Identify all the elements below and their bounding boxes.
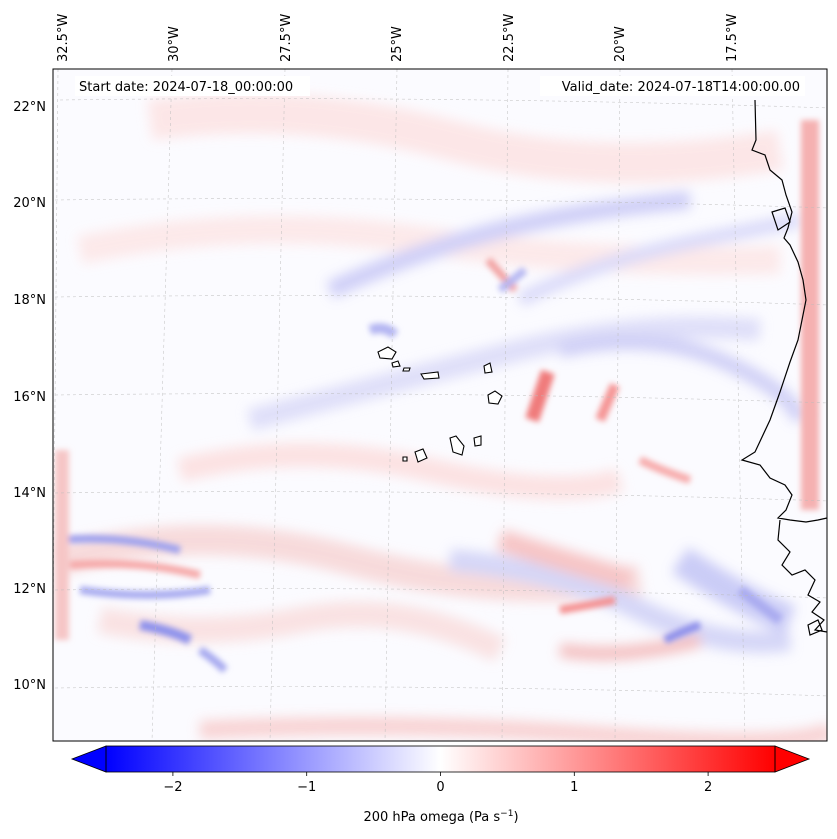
lon-label: 25°W [390,26,405,62]
lat-label: 20°N [13,196,46,211]
colorbar-gradient [106,746,775,772]
colorbar-tick-label: 0 [436,780,444,795]
colorbar-extend-max [774,745,811,773]
longitude-labels: 32.5°W 30°W 27.5°W 25°W 22.5°W 20°W 17.5… [56,14,740,62]
colorbar-label: 200 hPa omega (Pa s−1) [363,809,518,825]
map-frame [52,68,828,742]
colorbar-ticks: −2 −1 0 1 2 [163,772,712,795]
islands [377,346,503,463]
lat-label: 12°N [13,582,46,597]
lon-label: 22.5°W [502,14,517,62]
colorbar-tick-label: 2 [704,780,712,795]
colorbar-tick-label: 1 [570,780,578,795]
coastline [740,99,828,636]
lon-label: 32.5°W [56,14,71,62]
valid-date-bg [540,76,805,96]
lon-label: 27.5°W [279,14,294,62]
colorbar: −2 −1 0 1 2 200 hPa omega (Pa s−1) [70,745,811,825]
colorbar-tick-label: −1 [297,780,316,795]
omega-field [53,69,827,741]
lat-label: 10°N [13,678,46,693]
colorbar-tick-label: −2 [163,780,182,795]
start-date-bg [75,76,310,96]
lon-label: 20°W [613,26,628,62]
lat-label: 22°N [13,100,46,115]
graticule [53,69,827,741]
lon-label: 30°W [167,26,182,62]
lon-label: 17.5°W [725,14,740,62]
lat-label: 16°N [13,390,46,405]
valid-date-label: Valid_date: 2024-07-18T14:00:00.00 [562,80,800,95]
colorbar-extend-min [70,745,107,773]
latitude-labels: 22°N 20°N 18°N 16°N 14°N 12°N 10°N [13,100,46,693]
lat-label: 18°N [13,293,46,308]
start-date-label: Start date: 2024-07-18_00:00:00 [79,80,293,95]
lat-label: 14°N [13,486,46,501]
